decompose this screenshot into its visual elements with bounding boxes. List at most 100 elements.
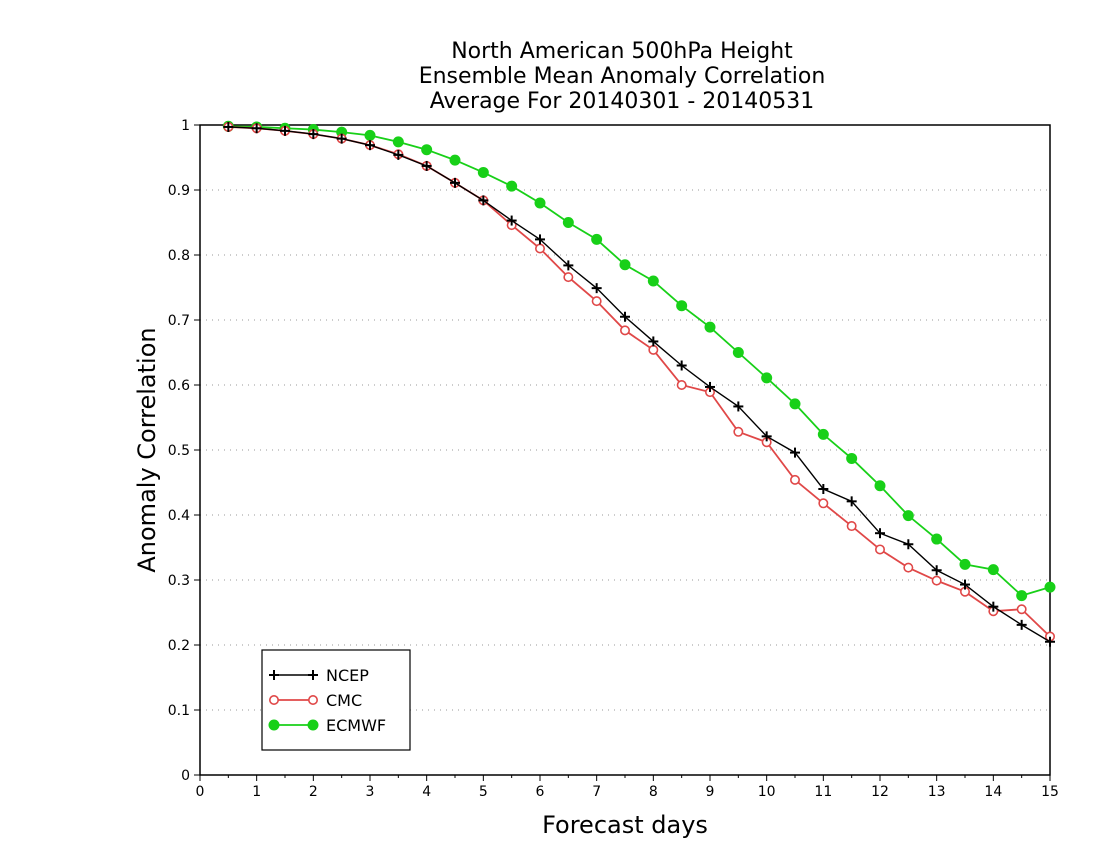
data-point-ecmwf — [902, 510, 914, 522]
y-tick-label: 0.6 — [168, 378, 190, 394]
legend: NCEP CMC ECMWF — [261, 649, 411, 751]
data-point-ecmwf — [562, 217, 574, 228]
series-line-cmc — [228, 126, 1051, 638]
data-point-ncep — [450, 177, 460, 188]
data-point-ncep — [1016, 619, 1027, 630]
data-point-ecmwf — [846, 452, 858, 464]
x-tick-label: 5 — [479, 784, 488, 800]
x-tick-label: 0 — [196, 784, 205, 800]
data-point-ncep — [818, 484, 829, 494]
data-point-cmc — [534, 243, 545, 254]
data-point-ncep — [591, 283, 602, 294]
data-point-ecmwf — [874, 480, 886, 492]
data-point-ncep — [478, 195, 489, 206]
data-point-ncep — [931, 565, 942, 576]
axis-ticks: 00.10.20.30.40.50.60.70.80.910 1 2 3 4 5 6 7 8 9 1… — [168, 118, 1059, 800]
y-tick-label: 0.4 — [168, 508, 190, 524]
data-point-ncep — [960, 579, 970, 590]
legend-item-ncep: NCEP — [269, 666, 369, 685]
data-point-cmc — [591, 296, 602, 307]
data-point-ecmwf — [987, 564, 999, 576]
data-point-ncep — [251, 123, 262, 134]
chart-title-line: Ensemble Mean Anomaly Correlation — [419, 64, 826, 89]
data-point-ncep — [620, 311, 630, 322]
y-tick-label: 0.5 — [168, 443, 190, 459]
series-line-ncep — [228, 126, 1051, 643]
x-tick-label: 3 — [366, 784, 375, 800]
data-point-ncep — [421, 160, 432, 171]
data-point-ecmwf — [1044, 581, 1056, 593]
x-axis-label: Forecast days — [542, 811, 708, 839]
data-point-ncep — [308, 129, 319, 140]
data-point-ecmwf — [676, 300, 688, 312]
series-line-ecmwf — [228, 125, 1051, 597]
data-point-cmc — [874, 544, 885, 555]
chart-title-line: North American 500hPa Height — [451, 39, 793, 64]
data-point-ecmwf — [647, 275, 659, 287]
data-point-ncep — [648, 336, 659, 347]
data-point-ncep — [563, 260, 574, 271]
data-point-ecmwf — [789, 398, 801, 410]
data-point-ecmwf — [421, 144, 433, 156]
legend-marker — [268, 694, 279, 705]
data-point-ecmwf — [392, 136, 404, 148]
y-tick-label: 0.7 — [168, 313, 190, 329]
legend-marker — [308, 670, 318, 680]
data-point-cmc — [1016, 604, 1027, 615]
y-tick-label: 0 — [181, 768, 190, 784]
data-point-ncep — [676, 360, 687, 371]
data-point-ncep — [846, 496, 857, 507]
y-tick-label: 0.1 — [168, 703, 190, 719]
data-point-ecmwf — [931, 533, 943, 545]
x-tick-label: 4 — [422, 784, 431, 800]
data-point-ecmwf — [761, 372, 773, 384]
data-point-ncep — [733, 401, 744, 412]
data-point-cmc — [733, 426, 744, 437]
data-point-ncep — [223, 121, 234, 132]
data-point-ecmwf — [477, 166, 489, 178]
data-point-cmc — [648, 344, 659, 355]
series-ecmwf — [222, 120, 1056, 602]
x-tick-label: 10 — [758, 784, 776, 800]
series-ncep — [223, 121, 1055, 647]
x-tick-label: 9 — [706, 784, 715, 800]
x-tick-label: 13 — [928, 784, 946, 800]
data-point-ecmwf — [817, 428, 829, 440]
data-point-ncep — [336, 133, 347, 144]
x-tick-label: 6 — [536, 784, 545, 800]
data-point-ecmwf — [364, 129, 376, 141]
x-tick-label: 1 — [252, 784, 261, 800]
x-tick-label: 11 — [814, 784, 832, 800]
data-point-ncep — [988, 601, 999, 612]
data-point-cmc — [619, 325, 630, 336]
legend-item-cmc: CMC — [268, 691, 362, 710]
data-point-ncep — [903, 539, 914, 550]
data-point-cmc — [818, 498, 829, 509]
data-point-ecmwf — [1016, 590, 1028, 602]
data-point-ncep — [365, 140, 375, 151]
data-point-ecmwf — [506, 180, 518, 192]
data-point-ncep — [790, 447, 800, 458]
data-point-ncep — [1045, 636, 1055, 647]
data-point-ncep — [280, 125, 290, 136]
data-point-ecmwf — [959, 558, 971, 570]
series — [222, 120, 1056, 647]
data-point-ecmwf — [449, 154, 461, 166]
y-tick-label: 0.8 — [168, 248, 190, 264]
data-point-ncep — [535, 234, 545, 245]
x-tick-label: 15 — [1041, 784, 1059, 800]
data-point-cmc — [903, 562, 914, 573]
x-tick-label: 7 — [592, 784, 601, 800]
x-tick-label: 14 — [984, 784, 1002, 800]
legend-item-ecmwf: ECMWF — [268, 716, 386, 735]
data-point-cmc — [931, 575, 942, 586]
data-point-ecmwf — [534, 197, 546, 209]
y-tick-label: 0.3 — [168, 573, 190, 589]
legend-marker — [307, 719, 319, 731]
data-point-ncep — [506, 215, 517, 226]
data-point-ecmwf — [619, 259, 631, 271]
data-point-cmc — [846, 521, 857, 532]
legend-marker — [307, 694, 318, 705]
